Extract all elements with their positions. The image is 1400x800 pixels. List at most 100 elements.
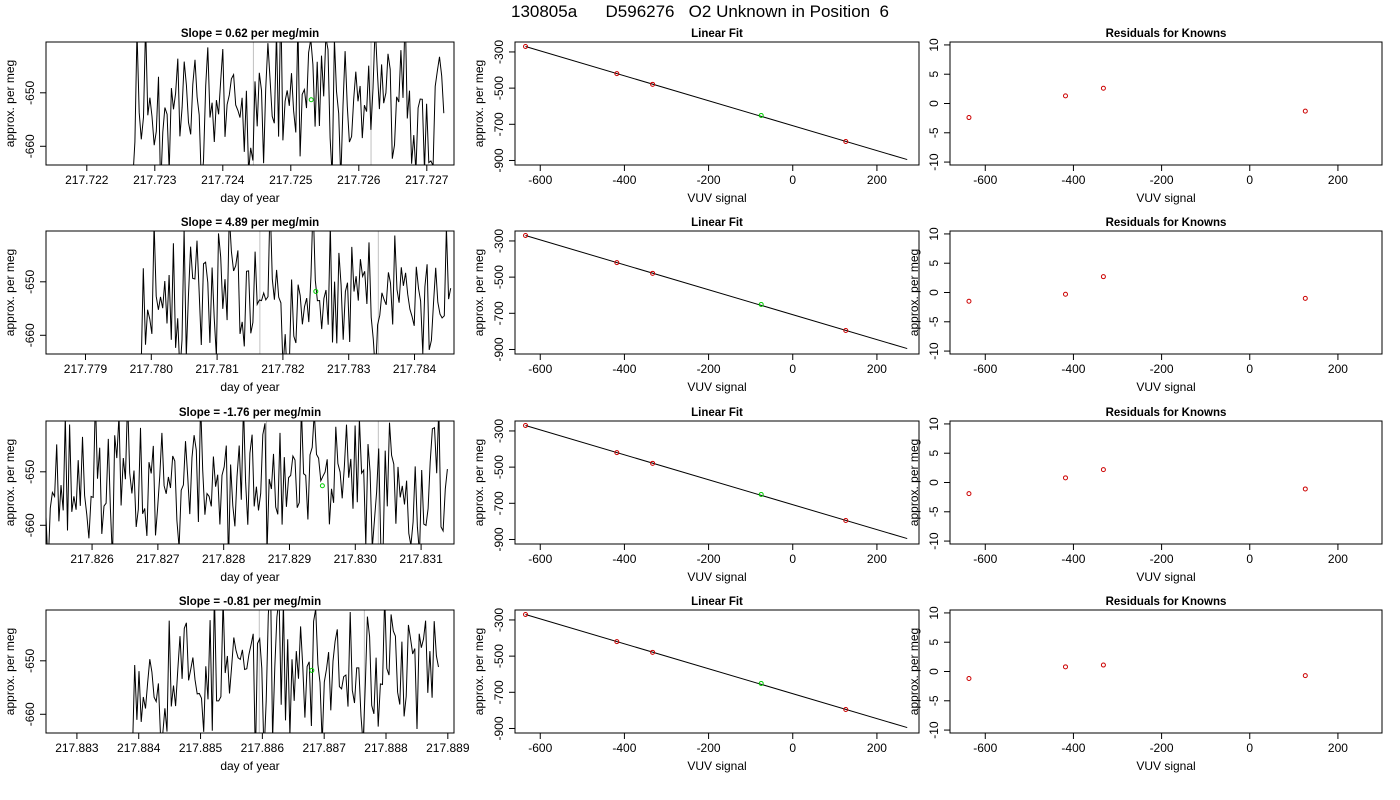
x-tick-label: 217.784 <box>393 362 437 376</box>
residual-point <box>1100 662 1106 668</box>
x-tick-label: -600 <box>528 741 552 755</box>
x-tick-label: 217.828 <box>202 552 246 566</box>
x-tick-label: 217.887 <box>302 741 346 755</box>
y-axis-label: approx. per meg <box>472 628 486 715</box>
per-meg-trace <box>46 421 448 544</box>
x-tick-label: -200 <box>1150 362 1174 376</box>
fit-line <box>525 46 908 161</box>
plot-frame <box>45 41 455 166</box>
plot-area <box>966 467 1308 497</box>
x-tick-label: 217.884 <box>117 741 161 755</box>
x-tick-label: 217.888 <box>364 741 408 755</box>
plot-area <box>132 610 439 733</box>
plot-frame <box>949 230 1383 355</box>
y-tick-label: -900 <box>492 148 506 172</box>
plot-area <box>966 274 1308 304</box>
x-tick-label: 200 <box>867 741 887 755</box>
panel-title: Slope = -1.76 per meg/min <box>179 407 321 419</box>
panel-title: Slope = -0.81 per meg/min <box>179 596 321 608</box>
known-point <box>614 639 620 645</box>
x-axis-label: day of year <box>220 191 279 205</box>
x-tick-label: 0 <box>789 173 796 187</box>
y-tick-label: -700 <box>492 112 506 136</box>
x-tick-label: -600 <box>973 362 997 376</box>
x-tick-label: 217.829 <box>268 552 312 566</box>
y-tick-label: -500 <box>492 455 506 479</box>
y-tick-label: 0 <box>927 100 941 107</box>
fit-line <box>525 425 908 540</box>
y-tick-label: -10 <box>927 153 941 171</box>
y-tick-label: 10 <box>927 38 941 52</box>
y-axis-label: approx. per meg <box>3 628 17 715</box>
x-axis-label: VUV signal <box>687 191 746 205</box>
residual-point <box>966 115 972 121</box>
residual-point <box>966 676 972 682</box>
per-meg-trace <box>140 231 452 354</box>
y-tick-label: -500 <box>492 265 506 289</box>
known-point <box>650 270 656 276</box>
known-point <box>843 706 849 712</box>
y-tick-label: -900 <box>492 527 506 551</box>
x-axis-label: VUV signal <box>687 380 746 394</box>
y-tick-label: 5 <box>927 71 941 78</box>
plot-area <box>133 42 445 165</box>
y-tick-label: -10 <box>927 532 941 550</box>
y-tick-label: -660 <box>23 702 37 726</box>
x-tick-label: 217.723 <box>133 173 177 187</box>
plot-frame <box>514 609 920 734</box>
panel-title: Residuals for Knowns <box>1106 217 1227 229</box>
residual-point <box>1100 85 1106 91</box>
panel-title: Linear Fit <box>691 217 743 229</box>
per-meg-trace <box>132 610 439 733</box>
y-tick-label: -10 <box>927 342 941 360</box>
plot-area <box>523 612 908 729</box>
x-axis-label: day of year <box>220 759 279 773</box>
x-tick-label: 200 <box>1328 362 1348 376</box>
residual-point <box>1302 108 1308 114</box>
known-point <box>523 233 529 239</box>
residual-point <box>1062 93 1068 99</box>
fit-line <box>525 235 908 350</box>
y-tick-label: -650 <box>23 80 37 104</box>
y-axis-label: approx. per meg <box>3 249 17 336</box>
x-axis-label: day of year <box>220 380 279 394</box>
y-tick-label: 5 <box>927 260 941 267</box>
x-tick-label: 0 <box>789 741 796 755</box>
plot-frame <box>949 41 1383 166</box>
panel-title: Linear Fit <box>691 28 743 40</box>
y-tick-label: -5 <box>927 316 941 327</box>
unknown-point <box>758 491 764 497</box>
panel-1-2: Linear Fit VUV signal approx. per meg -600 -… <box>472 28 920 205</box>
x-tick-label: 217.783 <box>327 362 371 376</box>
x-tick-label: 217.782 <box>261 362 305 376</box>
y-tick-label: -650 <box>23 648 37 672</box>
y-axis-label: approx. per meg <box>472 439 486 526</box>
y-axis-label: approx. per meg <box>472 60 486 147</box>
plot-frame <box>949 420 1383 545</box>
y-tick-label: 10 <box>927 227 941 241</box>
x-tick-label: 217.886 <box>241 741 285 755</box>
panel-1-1: Slope = 0.62 per meg/min day of year appro… <box>3 28 455 205</box>
y-tick-label: -300 <box>492 419 506 443</box>
x-tick-label: 217.889 <box>426 741 470 755</box>
panel-3-3: Residuals for Knowns VUV signal approx. pe… <box>907 407 1383 584</box>
x-tick-label: -200 <box>1150 741 1174 755</box>
y-tick-label: 0 <box>927 289 941 296</box>
residual-point <box>966 298 972 304</box>
x-tick-label: -200 <box>697 173 721 187</box>
y-tick-label: -500 <box>492 644 506 668</box>
panel-title: Residuals for Knowns <box>1106 596 1227 608</box>
plot-frame <box>45 230 455 355</box>
plot-frame <box>514 420 920 545</box>
residual-point <box>1100 467 1106 473</box>
x-tick-label: -400 <box>1061 552 1085 566</box>
y-axis-label: approx. per meg <box>907 439 921 526</box>
x-tick-label: -400 <box>612 552 636 566</box>
residual-point <box>1302 673 1308 679</box>
panel-4-1: Slope = -0.81 per meg/min day of year appr… <box>3 596 470 773</box>
y-axis-label: approx. per meg <box>907 628 921 715</box>
panel-title: Slope = 0.62 per meg/min <box>181 28 319 40</box>
y-tick-label: -700 <box>492 301 506 325</box>
plot-area <box>523 233 908 350</box>
plot-area <box>140 231 452 354</box>
